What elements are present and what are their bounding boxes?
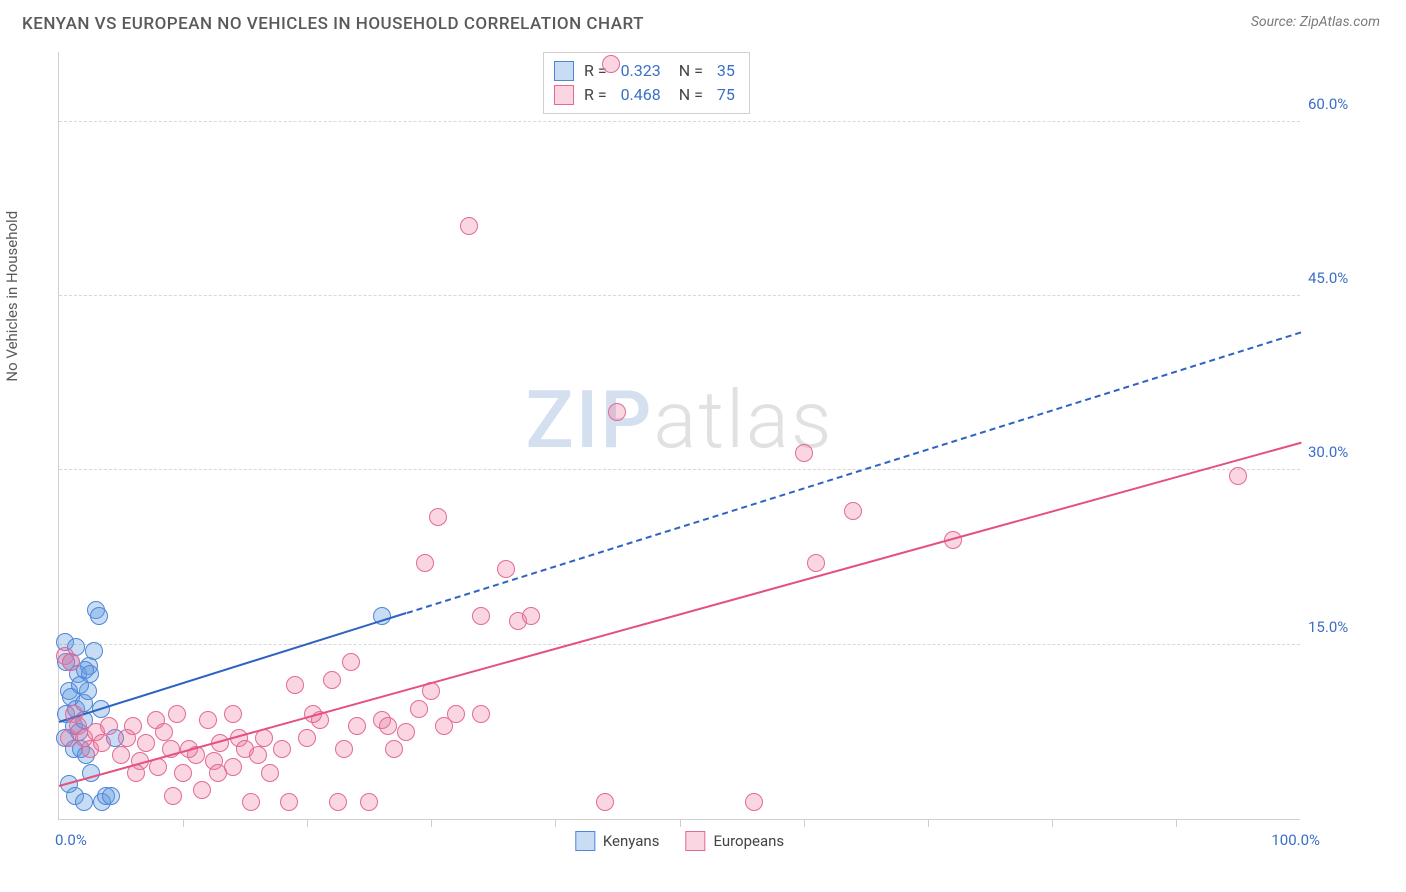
y-tick-label: 45.0% — [1308, 269, 1372, 287]
data-point — [460, 217, 478, 235]
data-point — [193, 781, 211, 799]
data-point — [137, 734, 155, 752]
source-attribution: Source: ZipAtlas.com — [1251, 14, 1380, 30]
data-point — [199, 711, 217, 729]
data-point — [147, 711, 165, 729]
legend-item-kenyans: Kenyans — [575, 831, 660, 851]
legend-swatch-europeans — [685, 831, 705, 851]
y-axis-label: No Vehicles in Household — [3, 211, 21, 382]
x-tick — [680, 819, 681, 827]
data-point — [397, 723, 415, 741]
data-point — [62, 653, 80, 671]
y-tick-label: 30.0% — [1308, 443, 1372, 461]
data-point — [242, 793, 260, 811]
data-point — [596, 793, 614, 811]
chart-title: KENYAN VS EUROPEAN NO VEHICLES IN HOUSEH… — [22, 14, 644, 34]
data-point — [745, 793, 763, 811]
data-point — [385, 740, 403, 758]
x-tick — [804, 819, 805, 827]
stats-row-europeans: R = 0.468 N = 75 — [554, 83, 735, 107]
x-axis-min-label: 0.0% — [55, 831, 87, 849]
y-tick-label: 60.0% — [1308, 95, 1372, 113]
x-tick — [183, 819, 184, 827]
data-point — [224, 705, 242, 723]
data-point — [100, 717, 118, 735]
data-point — [280, 793, 298, 811]
data-point — [472, 607, 490, 625]
data-point — [124, 717, 142, 735]
data-point — [209, 764, 227, 782]
data-point — [360, 793, 378, 811]
data-point — [298, 729, 316, 747]
data-point — [168, 705, 186, 723]
data-point — [410, 700, 428, 718]
data-point — [112, 746, 130, 764]
data-point — [602, 55, 620, 73]
x-axis-max-label: 100.0% — [1271, 831, 1320, 849]
data-point — [286, 676, 304, 694]
x-tick — [307, 819, 308, 827]
legend-swatch-kenyans — [575, 831, 595, 851]
x-tick — [1052, 819, 1053, 827]
data-point — [323, 671, 341, 689]
gridline — [59, 644, 1300, 645]
trend-line — [59, 442, 1302, 787]
data-point — [164, 787, 182, 805]
chart-container: No Vehicles in Household ZIPatlas 0.0% 1… — [22, 44, 1380, 872]
gridline — [59, 469, 1300, 470]
stats-row-kenyans: R = 0.323 N = 35 — [554, 59, 735, 83]
gridline — [59, 121, 1300, 122]
data-point — [807, 554, 825, 572]
y-tick-label: 15.0% — [1308, 618, 1372, 636]
stats-swatch-kenyans — [554, 61, 574, 81]
data-point — [249, 746, 267, 764]
data-point — [1229, 467, 1247, 485]
trend-line — [406, 331, 1301, 614]
data-point — [844, 502, 862, 520]
legend-item-europeans: Europeans — [685, 831, 784, 851]
data-point — [608, 403, 626, 421]
stats-box: R = 0.323 N = 35 R = 0.468 N = 75 — [543, 52, 750, 114]
data-point — [102, 787, 120, 805]
legend: Kenyans Europeans — [575, 831, 784, 851]
stats-swatch-europeans — [554, 85, 574, 105]
data-point — [447, 705, 465, 723]
data-point — [261, 764, 279, 782]
data-point — [472, 705, 490, 723]
data-point — [329, 793, 347, 811]
legend-label-kenyans: Kenyans — [603, 832, 660, 850]
watermark: ZIPatlas — [526, 373, 834, 467]
data-point — [795, 444, 813, 462]
data-point — [342, 653, 360, 671]
data-point — [174, 764, 192, 782]
gridline — [59, 295, 1300, 296]
data-point — [93, 734, 111, 752]
data-point — [273, 740, 291, 758]
data-point — [497, 560, 515, 578]
x-tick — [431, 819, 432, 827]
data-point — [416, 554, 434, 572]
x-tick — [928, 819, 929, 827]
data-point — [335, 740, 353, 758]
data-point — [522, 607, 540, 625]
data-point — [90, 607, 108, 625]
data-point — [348, 717, 366, 735]
legend-label-europeans: Europeans — [713, 832, 784, 850]
data-point — [75, 793, 93, 811]
scatter-plot: ZIPatlas 0.0% 100.0% Kenyans Europeans R… — [58, 52, 1300, 820]
data-point — [85, 642, 103, 660]
x-tick — [1176, 819, 1177, 827]
x-tick — [555, 819, 556, 827]
data-point — [379, 717, 397, 735]
data-point — [429, 508, 447, 526]
